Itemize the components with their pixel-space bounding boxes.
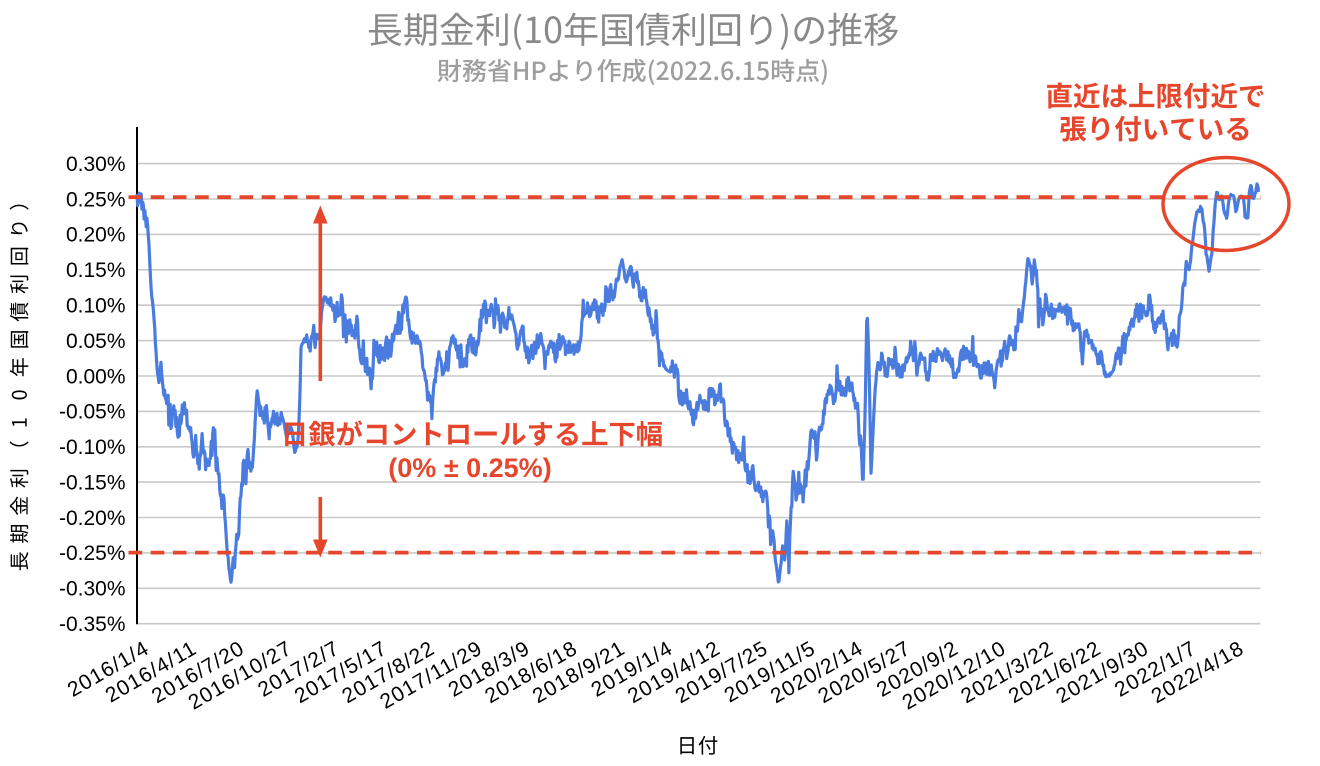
- svg-text:(0% ± 0.25%): (0% ± 0.25%): [388, 453, 551, 483]
- svg-text:0.05%: 0.05%: [66, 330, 126, 353]
- svg-text:0.00%: 0.00%: [66, 365, 126, 388]
- svg-text:-0.05%: -0.05%: [59, 401, 126, 424]
- svg-text:-0.25%: -0.25%: [59, 542, 126, 565]
- svg-text:0.25%: 0.25%: [66, 188, 126, 211]
- svg-text:0.15%: 0.15%: [66, 259, 126, 282]
- svg-text:-0.35%: -0.35%: [59, 613, 126, 636]
- svg-text:-0.20%: -0.20%: [59, 507, 126, 530]
- svg-text:-0.10%: -0.10%: [59, 436, 126, 459]
- svg-text:-0.30%: -0.30%: [59, 578, 126, 601]
- svg-text:0.30%: 0.30%: [66, 153, 126, 176]
- svg-text:0.10%: 0.10%: [66, 295, 126, 318]
- svg-text:-0.15%: -0.15%: [59, 471, 126, 494]
- svg-text:0.20%: 0.20%: [66, 224, 126, 247]
